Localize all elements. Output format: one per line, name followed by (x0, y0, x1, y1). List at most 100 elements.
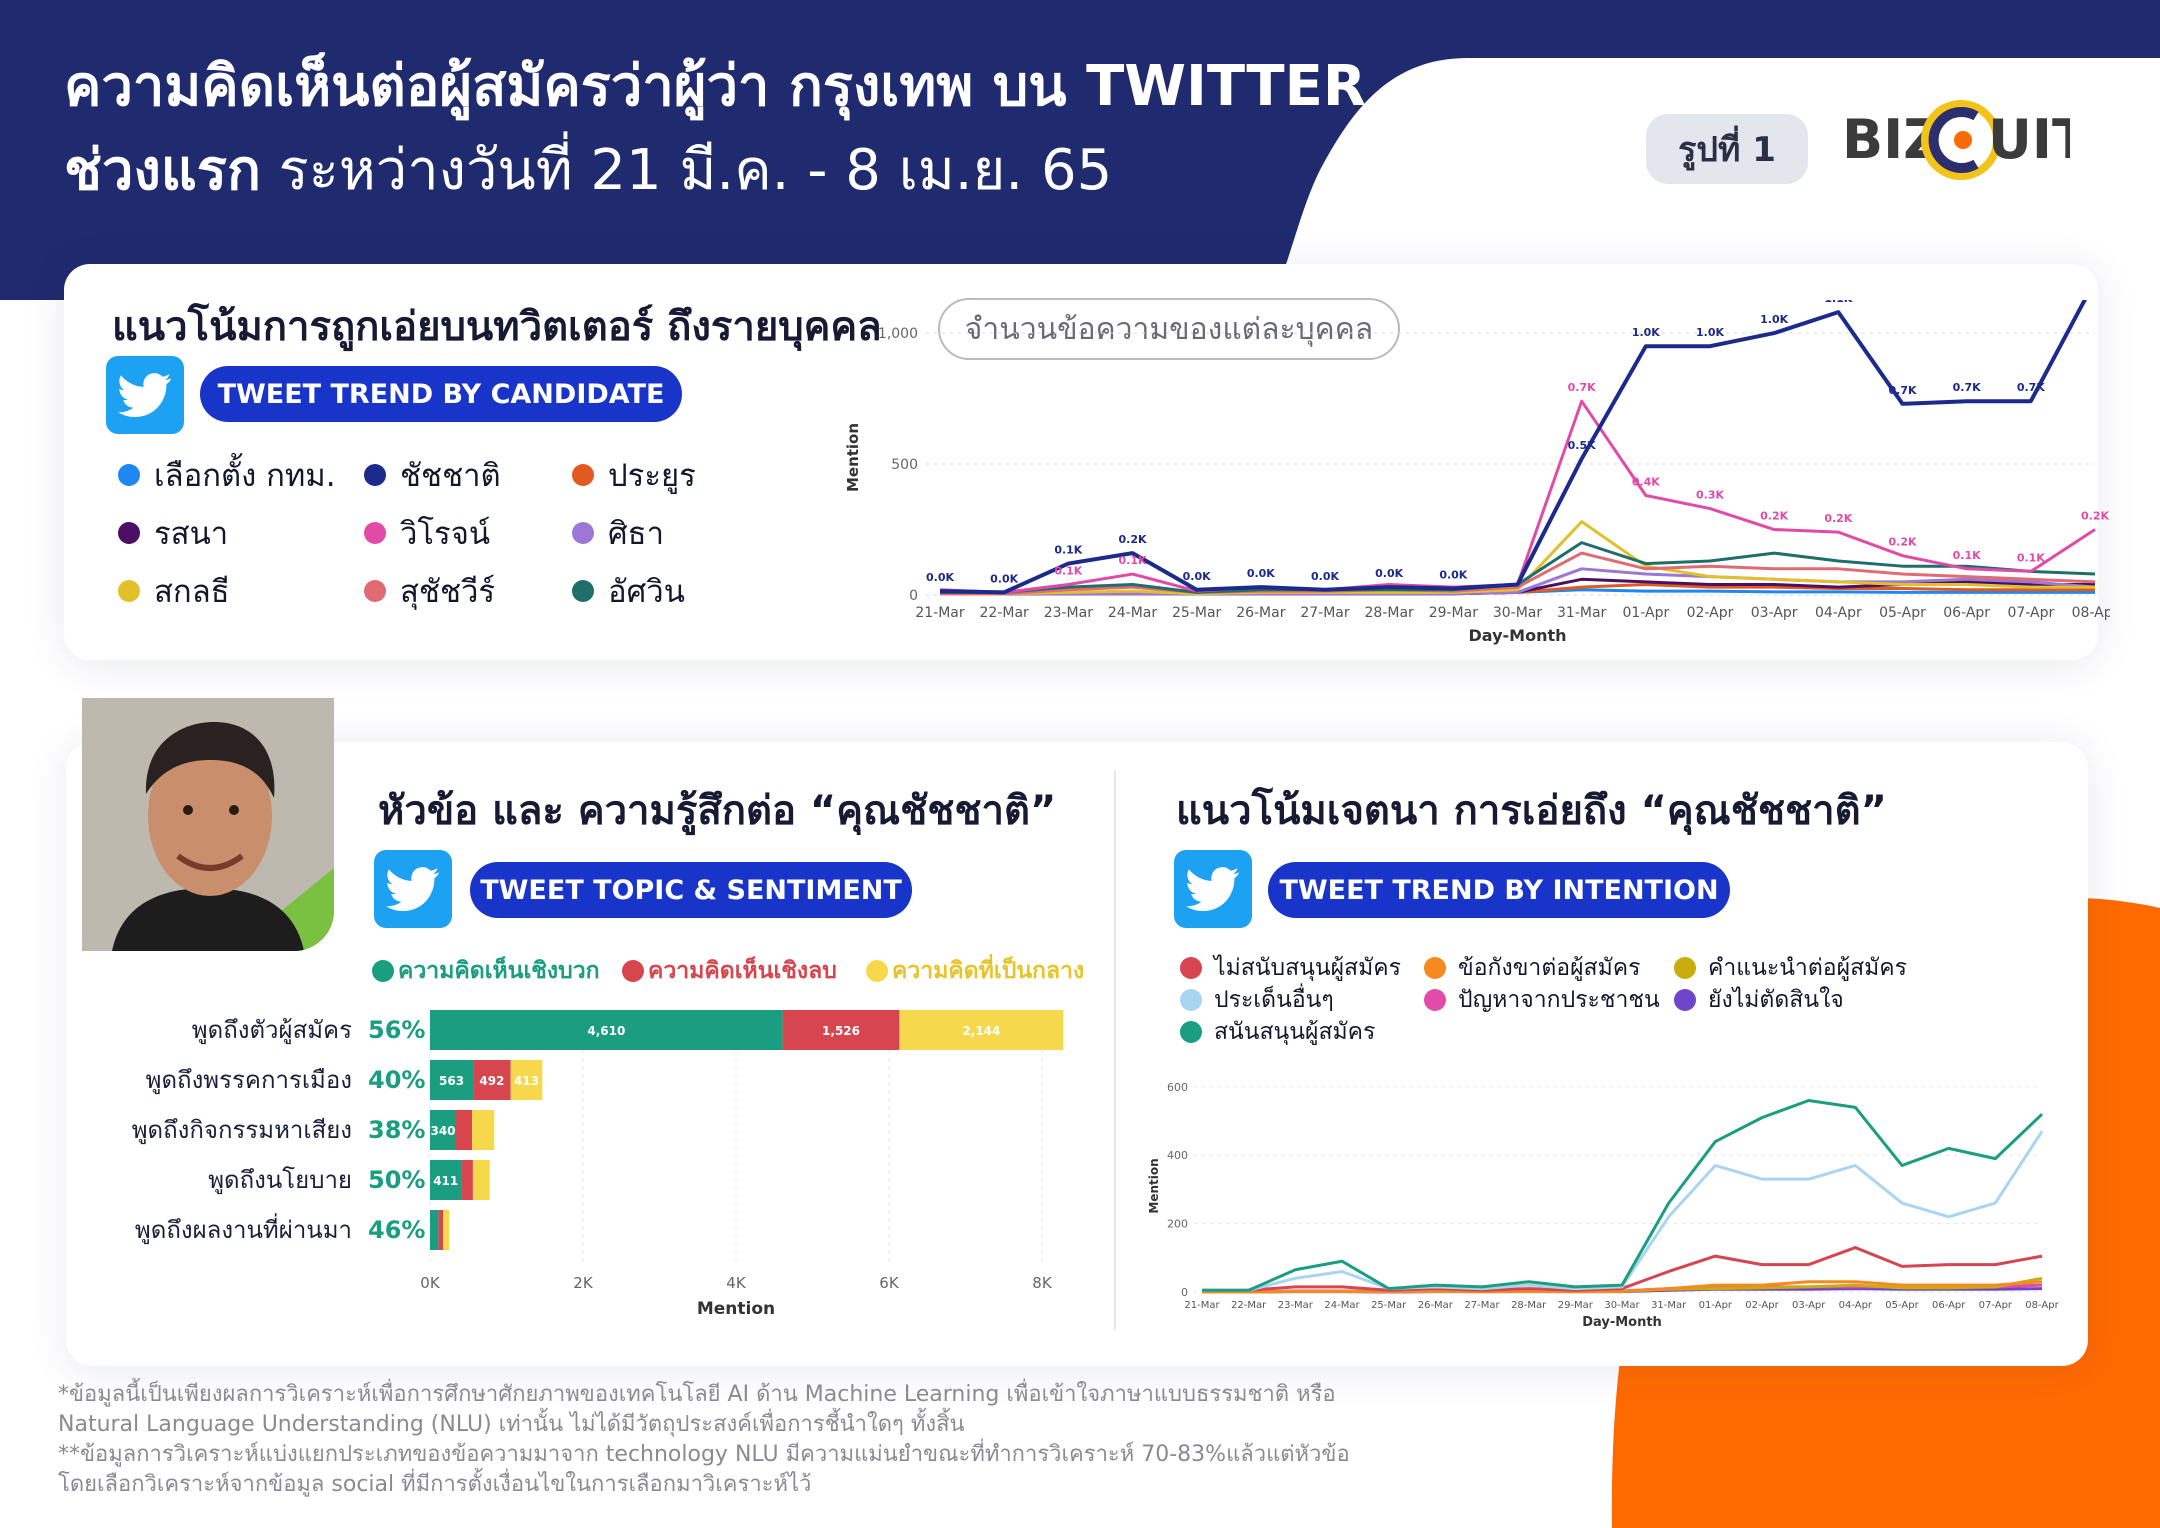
intention-trend-title: แนวโน้มเจตนา การเอ่ยถึง “คุณชัชชาติ” (1176, 788, 1887, 834)
legend-dot (364, 580, 386, 602)
legend-label: ปัญหาจากประชาชน (1458, 987, 1660, 1013)
legend-label: ชัชชาติ (400, 458, 501, 494)
x-axis-label: Day-Month (1582, 1315, 1662, 1330)
legend-label: คำแนะนำต่อผู้สมัคร (1708, 955, 1908, 981)
legend-dot (572, 464, 594, 486)
x-tick-label: 25-Mar (1172, 605, 1222, 621)
x-tick-label: 22-Mar (980, 605, 1030, 621)
header-background (0, 0, 2160, 300)
logo-ring (1921, 100, 2001, 180)
legend-label: อัศวิน (608, 574, 685, 610)
x-tick-label: 03-Apr (1792, 1300, 1826, 1311)
bizcuit-logo: BIZ UIT (1842, 100, 2070, 180)
x-tick-label: 24-Mar (1324, 1300, 1360, 1311)
bar-value-label: 1,526 (822, 1024, 860, 1038)
percent-label: 38% (368, 1116, 425, 1144)
y-tick-label: 400 (1167, 1149, 1188, 1162)
x-tick-label: 28-Mar (1365, 605, 1415, 621)
data-label: 0.0K (1311, 570, 1339, 583)
data-label: 0.2K (1824, 512, 1852, 525)
legend-label: ประยูร (608, 458, 696, 494)
legend-item: ความคิดที่เป็นกลาง (866, 953, 1084, 989)
data-label: 0.2K (1888, 536, 1916, 549)
series-line (1202, 1280, 2043, 1294)
data-label: 0.1K (1054, 565, 1082, 578)
x-tick-label: 30-Mar (1604, 1300, 1640, 1311)
data-label: 0.3K (1696, 489, 1724, 502)
legend-label: ข้อกังขาต่อผู้สมัคร (1458, 955, 1641, 981)
x-tick-label: 6K (879, 1274, 900, 1292)
x-tick-label: 21-Mar (1184, 1300, 1220, 1311)
x-tick-label: 29-Mar (1558, 1300, 1594, 1311)
x-tick-label: 02-Apr (1745, 1300, 1779, 1311)
x-tick-label: 07-Apr (1979, 1300, 2013, 1311)
chart-caption-pill: จำนวนข้อความของแต่ละบุคคล (938, 298, 1400, 360)
y-tick-label: 500 (891, 457, 918, 473)
legend-label: ความคิดเห็นเชิงลบ (648, 958, 837, 984)
x-tick-label: 06-Apr (1943, 605, 1990, 621)
bar-segment (430, 1060, 474, 1100)
bar-segment (510, 1060, 543, 1100)
topic-sentiment-bar-chart: 0K 2K 4K 6K 8K Mention พูดถึงตัวผู้สมัคร 56% 4,6… (132, 1010, 1064, 1319)
legend-item: สนันสนุนผู้สมัคร (1180, 1014, 1375, 1050)
tweet-topic-sentiment-pill: TWEET TOPIC & SENTIMENT (470, 862, 912, 918)
x-tick-label: 8K (1032, 1274, 1053, 1292)
twitter-badge-candidate (106, 356, 184, 434)
x-tick-label: 05-Apr (1885, 1300, 1919, 1311)
data-label: 1.0K (1696, 326, 1724, 339)
legend-label: ประเด็นอื่นๆ (1214, 987, 1334, 1013)
x-tick-label: 2K (573, 1274, 594, 1292)
legend-item: ไม่สนับสนุนผู้สมัคร (1180, 950, 1401, 986)
bar-segment (430, 1160, 462, 1200)
data-label: 0.2K (1760, 510, 1788, 523)
legend-item: คำแนะนำต่อผู้สมัคร (1674, 950, 1907, 986)
bar-segment (461, 1160, 473, 1200)
bar-segment (456, 1110, 473, 1150)
x-tick-label: 30-Mar (1493, 605, 1543, 621)
topic-sentiment-title: หัวข้อ และ ความรู้สึกต่อ “คุณชัชชาติ” (378, 788, 1057, 834)
intention-trend-line-chart: 0 200 400 600 21-Mar 22-Mar 23-Mar 24-Mar 25-Mar… (1147, 1081, 2060, 1330)
data-label: 0.2K (1118, 533, 1146, 546)
bar-segment (782, 1010, 900, 1050)
y-axis-label: Mention (1147, 1158, 1161, 1213)
legend-dot (1424, 989, 1446, 1011)
bar-segment (899, 1010, 1064, 1050)
series-line (1202, 1130, 2044, 1292)
legend-dot (866, 960, 888, 982)
bar-value-label: 411 (433, 1174, 458, 1188)
candidate-trend-title: แนวโน้มการถูกเอ่ยบนทวิตเตอร์ ถึงรายบุคคล (112, 304, 882, 350)
data-label: 0.0K (1375, 567, 1403, 580)
legend-item: ประเด็นอื่นๆ (1180, 982, 1334, 1018)
legend-item: ความคิดเห็นเชิงบวก (372, 953, 600, 989)
legend-item: วิโรจน์ (364, 508, 490, 558)
data-label: 0.5K (1568, 439, 1596, 452)
x-tick-label: 27-Mar (1464, 1300, 1500, 1311)
x-tick-label: 0K (420, 1274, 441, 1292)
data-label: 0.7K (1568, 381, 1596, 394)
percent-label: 56% (368, 1016, 425, 1044)
data-label: 0.0K (1439, 568, 1467, 581)
data-label: 0.1K (1118, 554, 1146, 567)
legend-dot (572, 580, 594, 602)
legend-item: ปัญหาจากประชาชน (1424, 982, 1660, 1018)
x-tick-label: 4K (726, 1274, 747, 1292)
data-label: 1.0K (1632, 326, 1660, 339)
bar-value-label: 2,144 (962, 1024, 1000, 1038)
data-label: 0.2K (2081, 510, 2109, 523)
bar-value-label: 492 (479, 1074, 504, 1088)
title-date-range: ระหว่างวันที่ 21 มี.ค. - 8 เม.ย. 65 (260, 138, 1113, 203)
legend-label: รสนา (154, 516, 229, 552)
x-tick-label: 31-Mar (1557, 605, 1607, 621)
legend-dot (1674, 957, 1696, 979)
data-label: 0.7K (1888, 384, 1916, 397)
legend-label: วิโรจน์ (400, 516, 491, 552)
category-label: พูดถึงกิจกรรมหาเสียง (132, 1116, 352, 1145)
series-line (1202, 1099, 2044, 1292)
bar-segment (473, 1060, 511, 1100)
page-title-line2: ช่วงแรก ระหว่างวันที่ 21 มี.ค. - 8 เม.ย.… (64, 140, 1112, 202)
x-tick-label: 04-Apr (1815, 605, 1862, 621)
bar-value-label: 4,610 (587, 1024, 625, 1038)
data-label: 0.1K (2017, 551, 2045, 564)
series-line (939, 300, 2087, 595)
x-tick-label: 22-Mar (1231, 1300, 1267, 1311)
